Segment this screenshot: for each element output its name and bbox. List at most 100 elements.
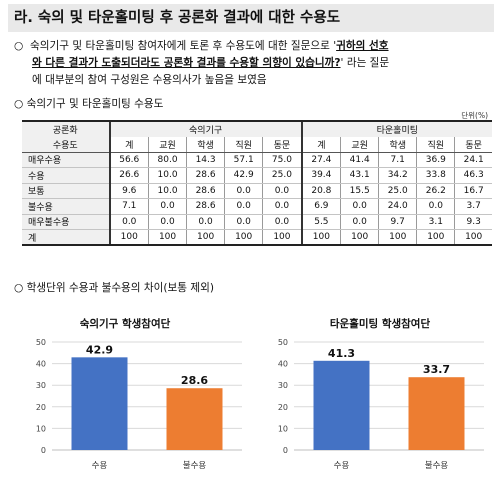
table-row: 계 100 100 100 100 100 100 100 100 100 100 <box>22 229 492 246</box>
y-tick-label: 20 <box>278 403 288 412</box>
row-label: 보통 <box>22 183 110 199</box>
x-tick-label: 수용 <box>334 461 350 471</box>
table-cell: 25.0 <box>262 167 302 184</box>
table-row: 매우수용 56.6 80.0 14.3 57.1 75.0 27.4 41.4 7.1 36.9 2… <box>22 152 492 168</box>
table-cell: 3.1 <box>416 214 455 230</box>
table-cell: 75.0 <box>262 152 302 168</box>
unit-label: 단위(%) <box>461 111 488 120</box>
row-label: 계 <box>22 229 110 246</box>
column-header: 동문 <box>454 136 492 153</box>
table-row: 보통 9.6 10.0 28.6 0.0 0.0 20.8 15.5 25.0 26.2 16.7 <box>22 183 492 199</box>
column-header: 학생 <box>378 136 417 153</box>
data-label: 33.7 <box>423 363 450 376</box>
bar-chart-townhall: 0 10 20 30 40 50 41.3 수용 33.7 불수용 <box>278 338 484 471</box>
row-label: 매우불수용 <box>22 214 110 230</box>
group-header-council: 숙의기구 <box>108 120 302 137</box>
table-cell: 16.7 <box>454 183 492 199</box>
table-cell: 100 <box>378 229 417 246</box>
table-cell: 5.5 <box>300 214 341 230</box>
table-cell: 56.6 <box>108 152 149 168</box>
bullet-circle: ○ <box>14 40 24 52</box>
table-cell: 0.0 <box>416 198 455 215</box>
table-cell: 36.9 <box>416 152 455 168</box>
subheading-student-diff: ○ 학생단위 수용과 불수용의 차이(보통 제외) <box>14 282 215 294</box>
section-heading: 라. 숙의 및 타운홀미팅 후 공론화 결과에 대한 수용도 <box>8 4 494 32</box>
row-label: 수용 <box>22 167 110 184</box>
bar <box>313 360 370 450</box>
table-cell: 7.1 <box>378 152 417 168</box>
group-header-townhall: 타운홀미팅 <box>300 120 492 137</box>
y-tick-label: 50 <box>36 338 46 347</box>
table-cell: 100 <box>147 229 187 246</box>
column-header: 직원 <box>224 136 263 153</box>
column-header: 동문 <box>262 136 302 153</box>
table-cell: 0.0 <box>262 214 302 230</box>
y-tick-label: 0 <box>41 446 46 455</box>
table-cell: 100 <box>108 229 149 246</box>
table-cell: 39.4 <box>300 167 341 184</box>
table-cell: 0.0 <box>108 214 149 230</box>
table-cell: 0.0 <box>340 214 379 230</box>
table-cell: 43.1 <box>340 167 379 184</box>
table-cell: 33.8 <box>416 167 455 184</box>
paragraph-text: 숙의기구 및 타운홀미팅 참여자에게 토론 후 수용도에 대한 질문으로 ' <box>30 40 337 52</box>
table-cell: 25.0 <box>378 183 417 199</box>
column-header: 학생 <box>186 136 225 153</box>
column-header: 교원 <box>340 136 379 153</box>
table-cell: 100 <box>340 229 379 246</box>
column-header: 계 <box>300 136 341 153</box>
y-tick-label: 10 <box>278 424 288 433</box>
table-cell: 0.0 <box>340 198 379 215</box>
table-cell: 9.7 <box>378 214 417 230</box>
paragraph-text: ' 라는 질문 <box>340 57 390 69</box>
column-header: 직원 <box>416 136 455 153</box>
quoted-question: 와 다른 결과가 도출되더라도 공론화 결과를 수용할 의향이 있습니까? <box>32 57 341 69</box>
column-header: 교원 <box>147 136 187 153</box>
bar <box>408 377 465 450</box>
table-cell: 0.0 <box>186 214 225 230</box>
table-cell: 100 <box>224 229 263 246</box>
chart-title-townhall: 타운홀미팅 학생참여단 <box>329 318 431 330</box>
y-tick-label: 40 <box>278 360 288 369</box>
table-cell: 0.0 <box>147 198 187 215</box>
y-tick-label: 40 <box>36 360 46 369</box>
table-corner-top: 공론화 <box>22 120 110 137</box>
table-cell: 100 <box>300 229 341 246</box>
table-cell: 28.6 <box>186 198 225 215</box>
table-cell: 15.5 <box>340 183 379 199</box>
table-cell: 0.0 <box>262 198 302 215</box>
table-cell: 7.1 <box>108 198 149 215</box>
table-corner-bottom: 수용도 <box>22 136 110 153</box>
table-cell: 10.0 <box>147 167 187 184</box>
paragraph-line-2: 와 다른 결과가 도출되더라도 공론화 결과를 수용할 의향이 있습니까?' 라… <box>14 55 490 72</box>
bar <box>166 388 223 450</box>
quoted-question: 귀하의 선호 <box>336 40 389 52</box>
data-label: 28.6 <box>181 374 208 387</box>
x-tick-label: 불수용 <box>425 460 449 471</box>
table-cell: 41.4 <box>340 152 379 168</box>
table-cell: 100 <box>454 229 492 246</box>
table-cell: 14.3 <box>186 152 225 168</box>
chart-title-council: 숙의기구 학생참여단 <box>79 318 171 330</box>
table-cell: 100 <box>262 229 302 246</box>
y-tick-label: 50 <box>278 338 288 347</box>
row-label: 불수용 <box>22 198 110 215</box>
y-tick-label: 20 <box>36 403 46 412</box>
data-label: 41.3 <box>328 347 355 360</box>
table-cell: 27.4 <box>300 152 341 168</box>
bar-chart-council: 0 10 20 30 40 50 42.9 수용 28.6 불수용 <box>36 338 242 471</box>
table-cell: 6.9 <box>300 198 341 215</box>
table-cell: 20.8 <box>300 183 341 199</box>
table-cell: 26.6 <box>108 167 149 184</box>
table-cell: 57.1 <box>224 152 263 168</box>
bar <box>71 357 128 450</box>
table-cell: 100 <box>416 229 455 246</box>
description-paragraph: ○ 숙의기구 및 타운홀미팅 참여자에게 토론 후 수용도에 대한 질문으로 '귀… <box>14 38 490 89</box>
y-tick-label: 30 <box>36 381 46 390</box>
x-tick-label: 불수용 <box>183 460 207 471</box>
table-cell: 3.7 <box>454 198 492 215</box>
table-cell: 0.0 <box>224 198 263 215</box>
table-cell: 26.2 <box>416 183 455 199</box>
table-cell: 24.1 <box>454 152 492 168</box>
y-tick-label: 0 <box>283 446 288 455</box>
